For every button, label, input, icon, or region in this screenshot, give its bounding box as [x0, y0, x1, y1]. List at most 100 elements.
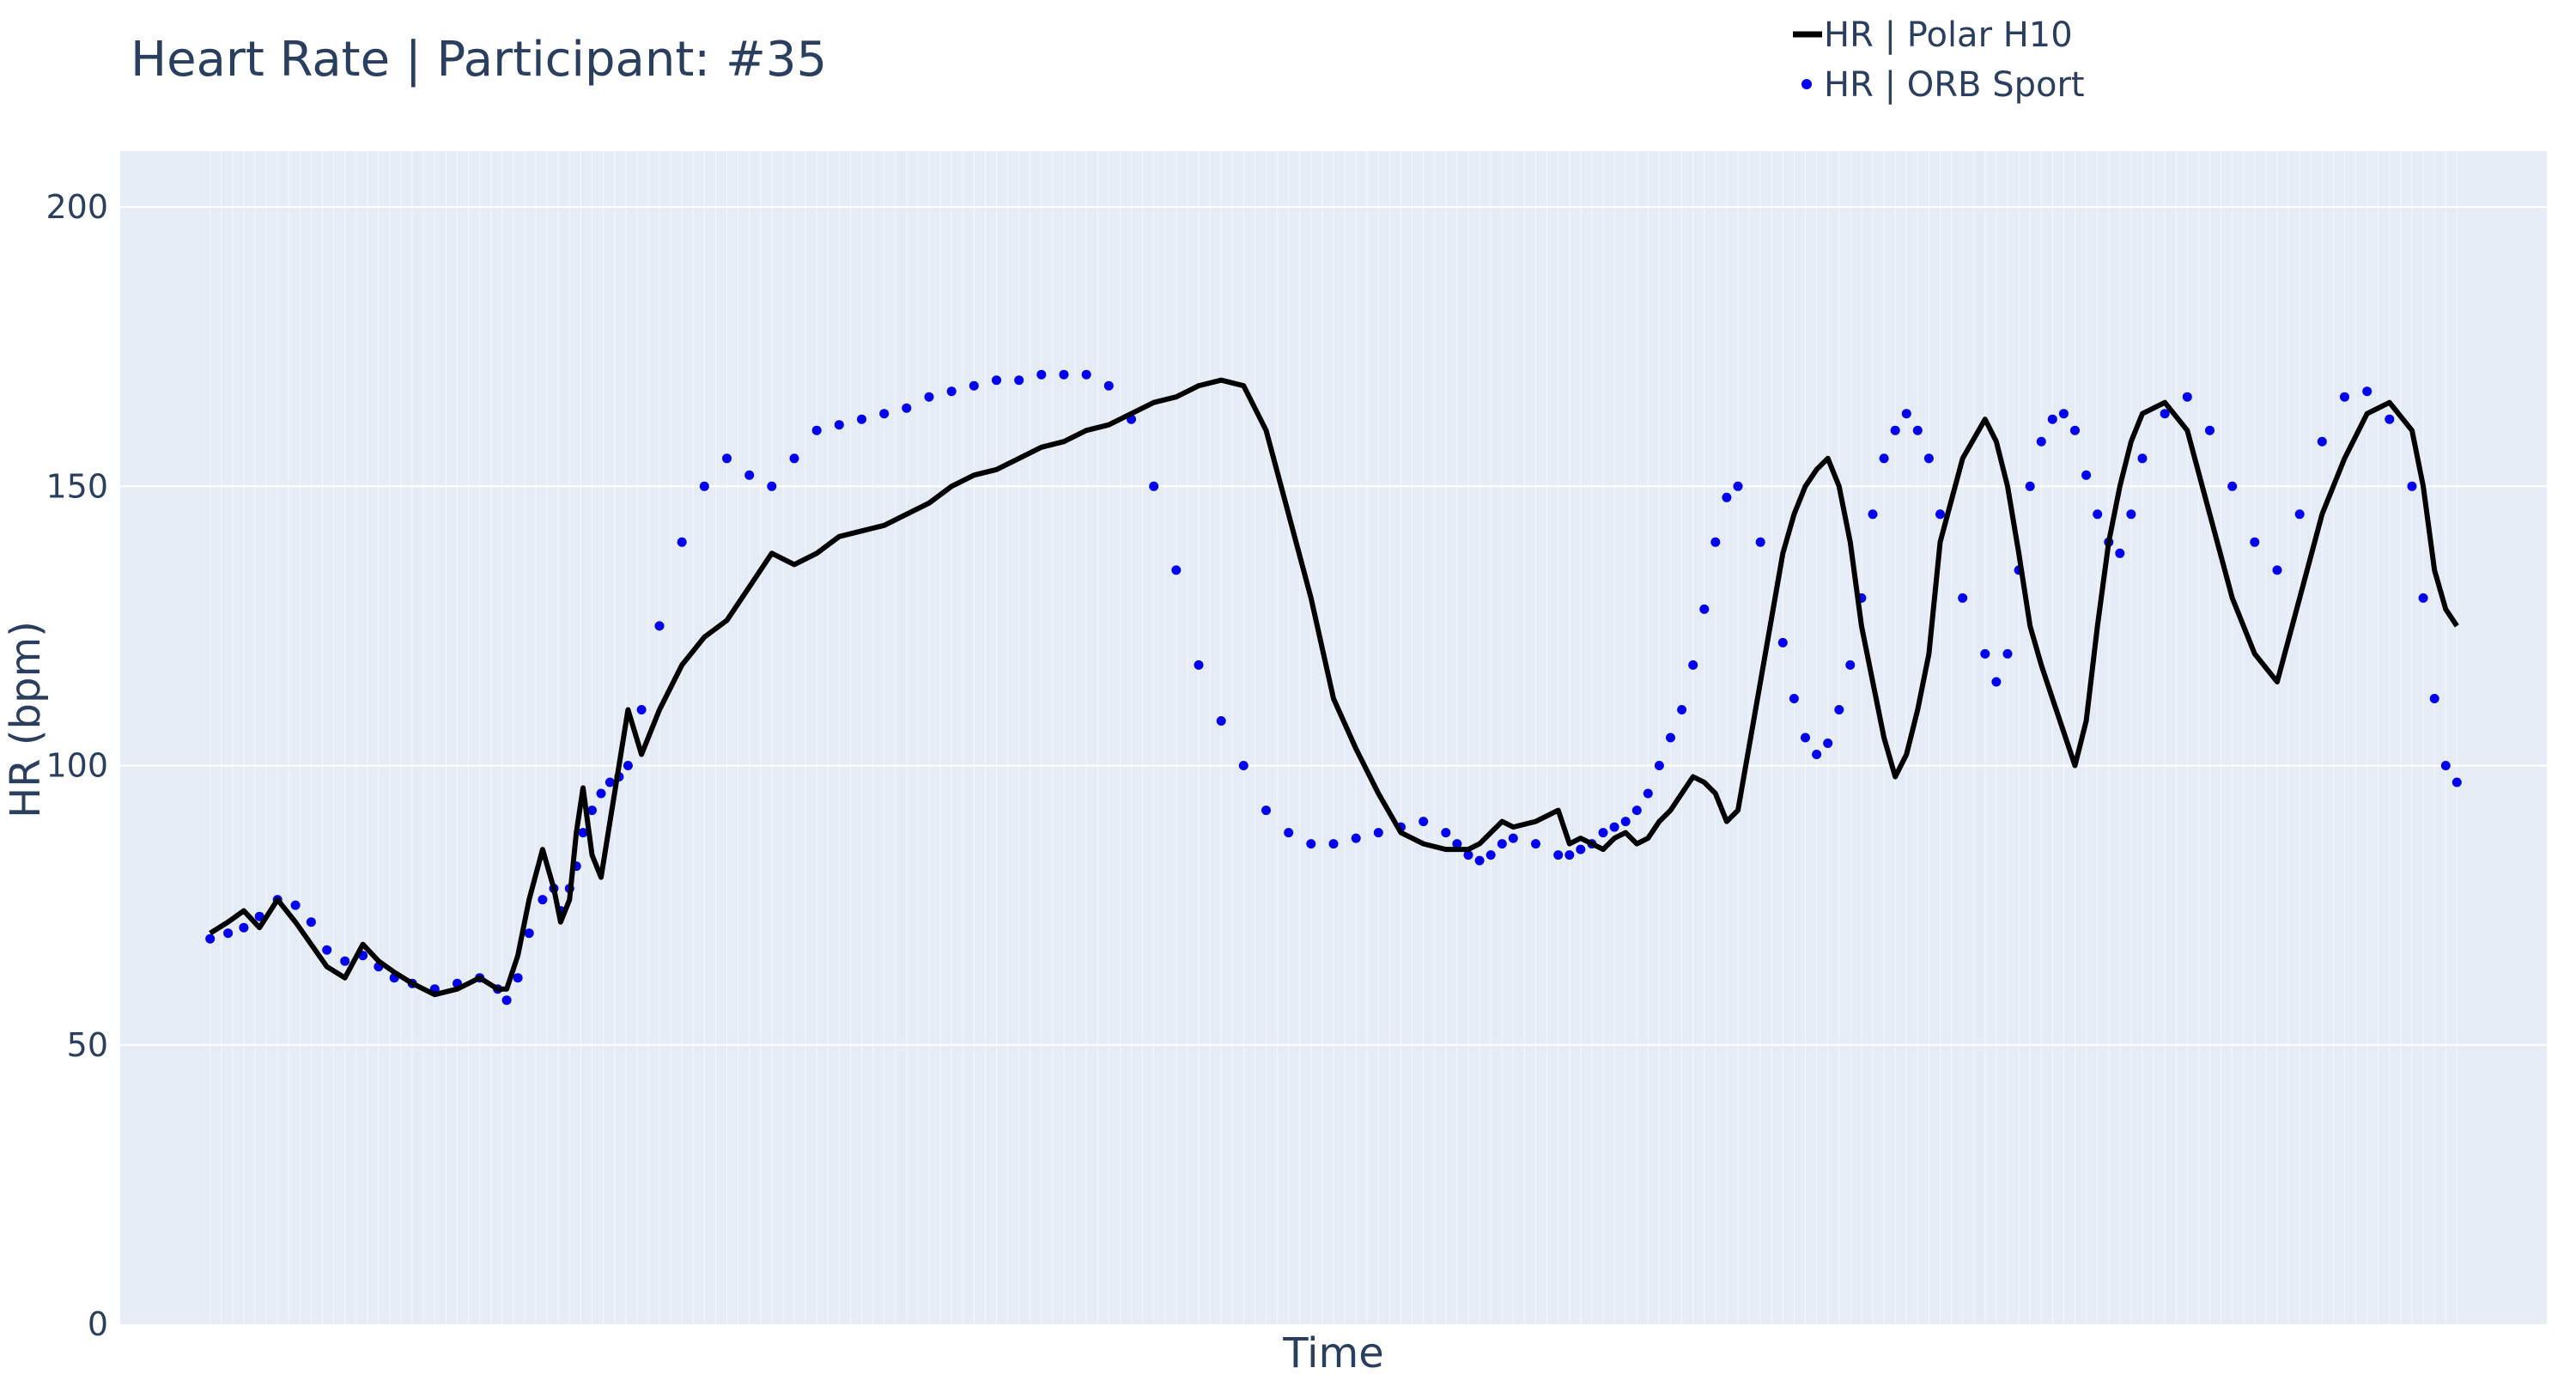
- series-layer: [205, 369, 2462, 1006]
- data-point: [1216, 716, 1226, 726]
- data-point: [1373, 828, 1383, 838]
- data-point: [1688, 660, 1698, 670]
- data-point: [946, 386, 957, 397]
- data-point: [2205, 425, 2215, 435]
- data-point: [1036, 369, 1047, 380]
- data-point: [538, 895, 548, 905]
- data-point: [2227, 481, 2238, 491]
- data-point: [2294, 509, 2305, 520]
- data-point: [2317, 436, 2327, 447]
- data-point: [1419, 817, 1429, 827]
- data-point: [2115, 548, 2125, 558]
- data-point: [1823, 739, 1833, 748]
- data-point: [857, 414, 866, 424]
- legend-label-polar: HR | Polar H10: [1824, 15, 2073, 55]
- x-grid: [210, 151, 2458, 1324]
- data-point: [1485, 850, 1496, 860]
- data-point: [2081, 470, 2092, 480]
- data-point: [1194, 660, 1204, 670]
- data-point: [2340, 392, 2349, 402]
- data-point: [902, 403, 912, 413]
- data-point: [1497, 839, 1507, 849]
- data-point: [1890, 425, 1900, 435]
- data-point: [1845, 660, 1856, 670]
- data-point: [834, 420, 844, 430]
- data-point: [722, 453, 732, 464]
- data-point: [2070, 425, 2080, 435]
- data-point: [239, 922, 249, 933]
- data-point: [2385, 414, 2395, 424]
- y-tick-labels: 0 50 100 150 200: [46, 188, 108, 1343]
- data-point: [2451, 777, 2462, 787]
- y-axis-title: HR (bpm): [2, 621, 50, 818]
- data-point: [306, 917, 316, 927]
- data-point: [1171, 565, 1182, 575]
- data-point: [654, 621, 665, 631]
- data-point: [1452, 839, 1462, 849]
- chart-title: Heart Rate | Participant: #35: [131, 32, 827, 88]
- data-point: [969, 380, 979, 391]
- data-point: [2047, 414, 2057, 424]
- data-point: [2362, 386, 2372, 397]
- data-point: [1508, 833, 1518, 843]
- data-point: [2058, 409, 2069, 419]
- data-point: [1103, 380, 1114, 391]
- data-point: [254, 911, 264, 921]
- data-point: [811, 425, 822, 435]
- data-point: [1722, 492, 1732, 502]
- data-point: [879, 409, 890, 419]
- data-point: [1777, 637, 1788, 647]
- data-point: [223, 928, 234, 939]
- data-point: [1710, 537, 1721, 547]
- data-point: [699, 481, 709, 491]
- data-point: [1564, 850, 1575, 860]
- data-point: [1306, 839, 1316, 849]
- data-point: [1643, 788, 1653, 799]
- data-point: [1958, 593, 1968, 603]
- data-point: [1789, 694, 1799, 703]
- legend-marker-swatch: [1801, 79, 1812, 89]
- data-point: [1284, 828, 1294, 838]
- data-point: [290, 900, 301, 910]
- data-point: [992, 375, 1001, 386]
- data-point: [205, 933, 216, 944]
- data-point: [1149, 481, 1159, 491]
- data-point: [1834, 705, 1844, 714]
- data-point: [1991, 677, 2002, 687]
- data-point: [1463, 850, 1473, 860]
- data-point: [1598, 828, 1608, 838]
- data-point: [2025, 481, 2035, 491]
- legend[interactable]: HR | Polar H10 HR | ORB Sport: [1793, 15, 2085, 105]
- data-point: [623, 761, 633, 770]
- data-point: [1620, 817, 1631, 827]
- data-point: [1980, 648, 1990, 659]
- data-point: [1812, 750, 1822, 759]
- data-point: [1923, 453, 1934, 464]
- data-point: [1609, 822, 1619, 832]
- data-point: [2429, 694, 2439, 703]
- data-point: [2250, 537, 2260, 547]
- data-point: [1755, 537, 1765, 547]
- data-point: [677, 537, 687, 547]
- data-point: [2093, 509, 2103, 520]
- data-point: [1474, 855, 1485, 866]
- data-point: [1666, 733, 1675, 743]
- data-point: [2002, 648, 2013, 659]
- y-tick-label: 200: [46, 188, 108, 226]
- data-point: [924, 392, 934, 402]
- data-point: [1441, 828, 1451, 838]
- data-point: [1677, 705, 1687, 714]
- data-point: [1261, 806, 1271, 816]
- data-point: [789, 453, 799, 464]
- data-point: [767, 481, 777, 491]
- data-point: [340, 956, 350, 966]
- data-point: [1699, 604, 1710, 614]
- data-point: [2126, 509, 2136, 520]
- data-point: [322, 945, 332, 955]
- data-point: [501, 995, 512, 1006]
- y-tick-label: 0: [88, 1305, 108, 1343]
- series-line-polar-h10: [209, 377, 2459, 998]
- y-tick-label: 150: [46, 467, 108, 505]
- data-point: [2440, 761, 2451, 770]
- data-point: [2418, 593, 2428, 603]
